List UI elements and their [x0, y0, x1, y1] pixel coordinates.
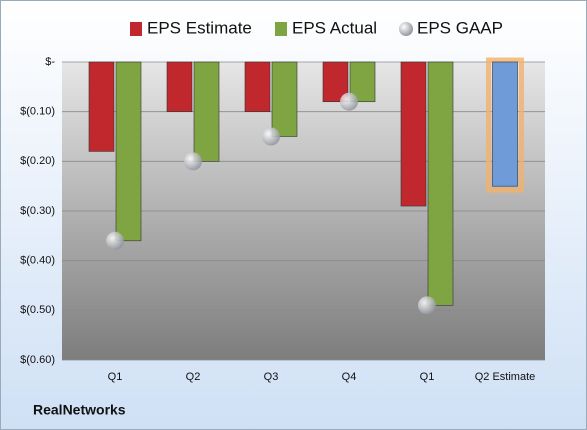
- legend-label: EPS GAAP: [417, 18, 503, 37]
- bar: [115, 61, 142, 242]
- bar: [271, 61, 298, 137]
- y-tick-label: $(0.50): [20, 304, 55, 316]
- y-tick-label: $(0.30): [20, 205, 55, 217]
- bar: [492, 61, 518, 187]
- gaap-marker: [418, 296, 436, 315]
- legend-label: EPS Estimate: [147, 18, 252, 37]
- bar: [400, 61, 427, 207]
- bar-glow: [486, 57, 524, 193]
- legend-label: EPS Actual: [292, 18, 377, 37]
- bar: [427, 61, 454, 306]
- footer: RealNetworks: [33, 402, 126, 418]
- legend-marker: [399, 22, 413, 36]
- y-tick-label: $(0.20): [20, 155, 55, 167]
- bar: [244, 61, 271, 112]
- x-tick-label: Q2: [186, 371, 201, 383]
- gaap-marker: [340, 92, 358, 111]
- y-tick-label: $-: [45, 56, 55, 68]
- gaap-marker: [262, 127, 280, 146]
- x-tick-label: Q2 Estimate: [475, 371, 536, 383]
- y-tick-label: $(0.40): [20, 255, 55, 267]
- legend-marker: [275, 22, 287, 36]
- legend-marker: [130, 22, 142, 36]
- x-tick-label: Q1: [420, 371, 435, 383]
- bar: [88, 61, 115, 152]
- x-tick-label: Q1: [108, 371, 123, 383]
- y-tick-label: $(0.10): [20, 106, 55, 118]
- bar: [166, 61, 193, 112]
- gaap-marker: [106, 231, 124, 250]
- gaap-marker: [184, 152, 202, 171]
- y-tick-label: $(0.60): [20, 354, 55, 366]
- x-tick-label: Q3: [264, 371, 279, 383]
- bar: [193, 61, 220, 162]
- x-tick-label: Q4: [342, 371, 357, 383]
- bar: [322, 61, 349, 103]
